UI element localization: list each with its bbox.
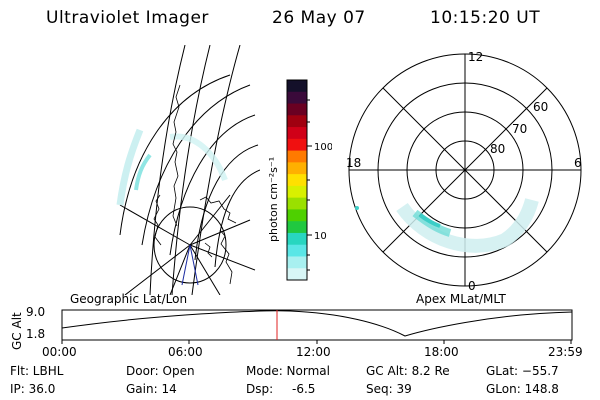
colorbar: 100 10 photon cm⁻²s⁻¹ <box>267 79 332 281</box>
timeline-tick-0600: 06:00 <box>168 345 203 359</box>
timeline-tick-1200: 12:00 <box>296 345 331 359</box>
colorbar-tick-100: 100 <box>314 142 332 153</box>
colorbar-segment <box>287 268 307 281</box>
ip-value: IP: 36.0 <box>10 382 56 396</box>
mlt-label-6: 6 <box>574 156 582 170</box>
mlat-label-70: 70 <box>512 122 527 136</box>
colorbar-segment <box>287 91 307 105</box>
colorbar-segment <box>287 221 307 234</box>
timeline-y-top: 9.0 <box>26 305 46 319</box>
time-label: 10:15:20 UT <box>430 8 541 28</box>
altitude-timeline <box>61 309 573 344</box>
mlat-label-60: 60 <box>533 100 548 114</box>
colorbar-segment <box>287 197 307 210</box>
timeline-ylabel: GC Alt <box>10 312 24 350</box>
timeline-y-bottom: 1.8 <box>26 327 46 341</box>
door-value: Door: Open <box>126 364 195 378</box>
date-label: 26 May 07 <box>272 8 366 28</box>
colorbar-segment <box>287 256 307 269</box>
glon-value: GLon: 148.8 <box>486 382 559 396</box>
colorbar-segment <box>287 150 307 163</box>
dsp-value: -6.5 <box>292 382 316 396</box>
gc-alt-value: GC Alt: 8.2 Re <box>366 364 450 378</box>
colorbar-segment <box>287 232 307 246</box>
colorbar-segment <box>287 103 307 116</box>
aurora-emission-left <box>116 128 228 206</box>
colorbar-segment <box>287 162 307 175</box>
colorbar-segment <box>287 80 307 93</box>
colorbar-segment <box>287 115 307 128</box>
geographic-map <box>116 45 260 295</box>
timeline-tick-0000: 00:00 <box>42 345 77 359</box>
instrument-title: Ultraviolet Imager <box>46 8 209 28</box>
mlt-label-18: 18 <box>346 156 361 170</box>
colorbar-tick-10: 10 <box>314 231 327 242</box>
colorbar-segment <box>287 138 307 152</box>
colorbar-segment <box>287 174 307 187</box>
geographic-label: Geographic Lat/Lon <box>70 292 188 306</box>
glat-value: GLat: −55.7 <box>486 364 559 378</box>
polar-map: 60 70 80 12 0 18 6 <box>346 50 582 293</box>
mlat-label-80: 80 <box>490 142 505 156</box>
mlt-label-12: 12 <box>468 50 483 64</box>
colorbar-label: photon cm⁻²s⁻¹ <box>267 157 280 242</box>
colorbar-segment <box>287 185 307 199</box>
colorbar-segment <box>287 209 307 222</box>
apex-label: Apex MLat/MLT <box>416 292 506 306</box>
seq-value: Seq: 39 <box>366 382 412 396</box>
colorbar-segment <box>287 244 307 257</box>
gain-value: Gain: 14 <box>126 382 177 396</box>
timeline-tick-1800: 18:00 <box>424 345 459 359</box>
filter-value: Flt: LBHL <box>10 364 64 378</box>
colorbar-segment <box>287 127 307 140</box>
coastline <box>153 84 237 285</box>
dsp-label: Dsp: <box>246 382 274 396</box>
timeline-tick-2359: 23:59 <box>548 345 583 359</box>
mode-value: Mode: Normal <box>246 364 330 378</box>
satellite-track <box>181 244 199 286</box>
aurora-emission-right <box>355 198 539 253</box>
mlt-label-0: 0 <box>468 279 476 293</box>
